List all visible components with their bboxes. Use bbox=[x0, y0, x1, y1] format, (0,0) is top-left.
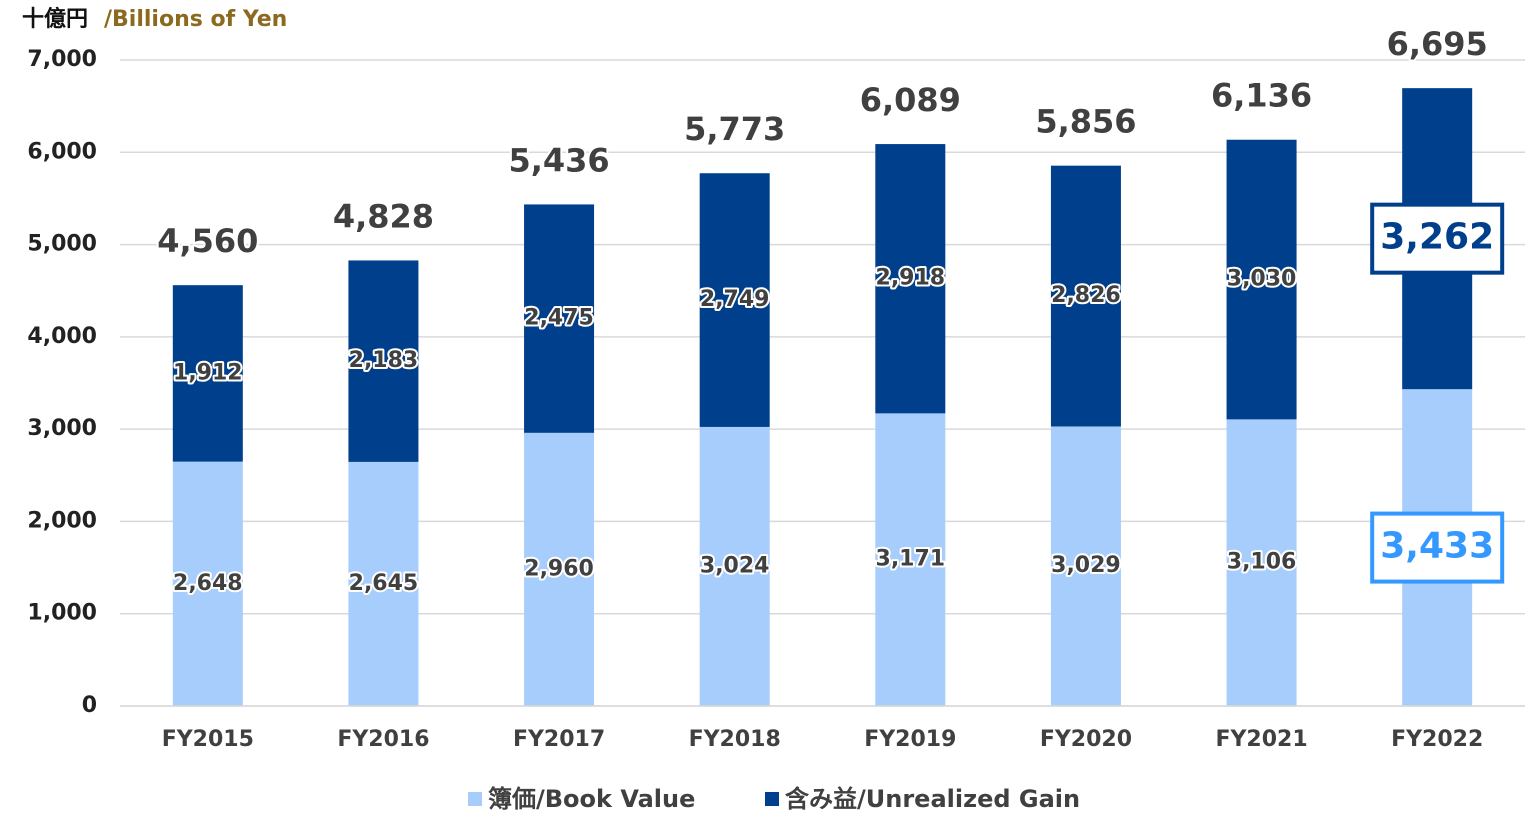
value-label: 2,475 bbox=[524, 306, 594, 331]
value-label: 3,029 bbox=[1051, 553, 1121, 578]
total-label: 5,436 bbox=[508, 141, 609, 179]
total-label: 6,089 bbox=[860, 81, 961, 119]
bar-segment bbox=[172, 461, 243, 706]
legend-swatch bbox=[468, 792, 482, 806]
bar-segment bbox=[172, 285, 243, 462]
total-label: 4,828 bbox=[333, 197, 434, 235]
y-tick-label: 0 bbox=[82, 693, 97, 718]
total-label: 4,560 bbox=[157, 222, 258, 260]
x-tick-label: FY2021 bbox=[1215, 727, 1307, 752]
value-label: 2,826 bbox=[1051, 283, 1121, 308]
bar-segment bbox=[1050, 426, 1121, 706]
bar-segment bbox=[1226, 139, 1297, 420]
bar-segment bbox=[1050, 165, 1121, 427]
unit-label-en: /Billions of Yen bbox=[104, 7, 287, 32]
value-label: 1,912 bbox=[173, 360, 243, 385]
unit-label-ja: 十億円 bbox=[22, 6, 88, 32]
value-label: 3,262 bbox=[1380, 217, 1494, 258]
value-label: 2,960 bbox=[524, 556, 594, 581]
x-tick-label: FY2019 bbox=[864, 727, 956, 752]
x-tick-label: FY2015 bbox=[162, 727, 254, 752]
value-label: 2,749 bbox=[700, 287, 770, 312]
total-label: 5,773 bbox=[684, 110, 785, 148]
value-label: 2,918 bbox=[876, 266, 946, 291]
value-label: 3,024 bbox=[700, 553, 770, 578]
value-label: 2,648 bbox=[173, 571, 243, 596]
total-label: 6,136 bbox=[1211, 77, 1312, 115]
highlight-box bbox=[1370, 511, 1505, 584]
x-tick-label: FY2022 bbox=[1391, 727, 1483, 752]
legend-label: 含み益/Unrealized Gain bbox=[785, 785, 1080, 813]
total-label: 5,856 bbox=[1035, 103, 1136, 141]
y-tick-label: 5,000 bbox=[27, 232, 97, 257]
y-tick-label: 1,000 bbox=[27, 601, 97, 626]
y-tick-label: 7,000 bbox=[27, 47, 97, 72]
bar-segment bbox=[524, 204, 595, 433]
bar-segment bbox=[699, 426, 770, 706]
x-tick-label: FY2017 bbox=[513, 727, 605, 752]
bar-segment bbox=[699, 173, 770, 427]
x-tick-label: FY2016 bbox=[337, 727, 429, 752]
value-label: 3,171 bbox=[876, 547, 946, 572]
value-label: 2,645 bbox=[349, 571, 419, 596]
legend-swatch bbox=[765, 792, 779, 806]
value-label: 3,106 bbox=[1227, 550, 1297, 575]
y-tick-label: 6,000 bbox=[27, 139, 97, 164]
bar-segment bbox=[875, 413, 946, 706]
bar-segment bbox=[875, 144, 946, 414]
y-tick-label: 3,000 bbox=[27, 416, 97, 441]
bar-segment bbox=[1226, 419, 1297, 706]
x-tick-label: FY2018 bbox=[689, 727, 781, 752]
bar-segment bbox=[348, 260, 419, 462]
bar-segment bbox=[348, 461, 419, 706]
legend-label: 簿価/Book Value bbox=[488, 785, 695, 813]
value-label: 3,433 bbox=[1380, 526, 1494, 567]
value-label: 3,030 bbox=[1227, 267, 1297, 292]
x-tick-label: FY2020 bbox=[1040, 727, 1132, 752]
highlight-box bbox=[1370, 202, 1505, 275]
y-tick-label: 2,000 bbox=[27, 508, 97, 533]
value-label: 2,183 bbox=[349, 348, 419, 373]
total-label: 6,695 bbox=[1387, 25, 1488, 63]
y-tick-label: 4,000 bbox=[27, 324, 97, 349]
bar-segment bbox=[524, 432, 595, 706]
